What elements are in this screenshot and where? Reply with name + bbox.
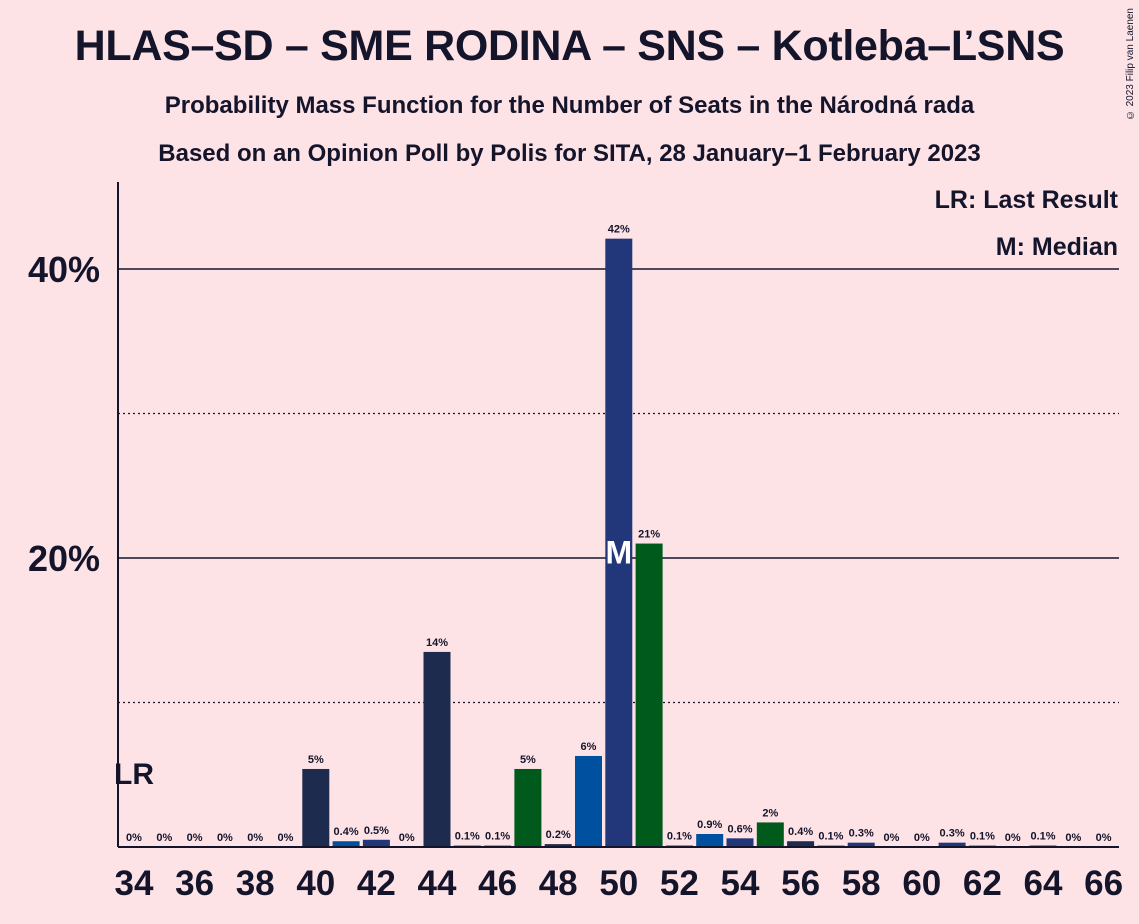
bar-value-label: 0% <box>156 832 172 844</box>
bar-seat-44 <box>423 651 451 847</box>
y-tick-label: 40% <box>28 249 100 290</box>
bar-value-label: 0% <box>914 832 930 844</box>
bar-value-label: 0% <box>399 832 415 844</box>
bar-seat-53 <box>696 833 724 847</box>
bar-seat-48 <box>544 844 572 847</box>
bar-value-label: 0.1% <box>667 831 692 843</box>
x-tick-label: 54 <box>721 864 760 903</box>
x-tick-label: 62 <box>963 864 1002 903</box>
chart-title: HLAS–SD – SME RODINA – SNS – Kotleba–ĽSN… <box>74 22 1065 70</box>
bar-seat-40 <box>302 768 330 847</box>
x-tick-label: 36 <box>175 864 214 903</box>
bar-seat-42 <box>362 839 390 847</box>
bar-value-label: 0% <box>884 832 900 844</box>
x-tick-label: 34 <box>115 864 154 903</box>
chart-subtitle: Probability Mass Function for the Number… <box>164 92 975 119</box>
bar-value-label: 5% <box>308 754 324 766</box>
x-tick-label: 58 <box>842 864 881 903</box>
bar-seat-54 <box>726 838 754 847</box>
x-tick-label: 60 <box>902 864 941 903</box>
bar-value-label: 0.9% <box>697 819 722 831</box>
bar-value-label: 0% <box>217 832 233 844</box>
bar-value-label: 0.4% <box>788 826 813 838</box>
bar-value-label: 0% <box>187 832 203 844</box>
bar-seat-51 <box>635 543 663 847</box>
x-tick-label: 52 <box>660 864 699 903</box>
x-tick-label: 66 <box>1084 864 1123 903</box>
median-marker: M <box>605 535 632 571</box>
bar-value-label: 0.2% <box>546 829 571 841</box>
bar-value-label: 0.4% <box>334 826 359 838</box>
bar-seat-56 <box>787 841 815 847</box>
x-tick-label: 40 <box>296 864 335 903</box>
bar-value-label: 14% <box>426 637 448 649</box>
bar-value-label: 0% <box>126 832 142 844</box>
bar-value-label: 0% <box>1005 832 1021 844</box>
bar-value-label: 0% <box>278 832 294 844</box>
bar-value-label: 42% <box>608 224 630 236</box>
bar-seat-61 <box>938 842 966 847</box>
bar-value-label: 0.3% <box>849 828 874 840</box>
bar-value-label: 2% <box>762 807 778 819</box>
legend-last-result: LR: Last Result <box>934 186 1118 215</box>
x-tick-label: 64 <box>1024 864 1063 903</box>
bar-value-label: 5% <box>520 754 536 766</box>
y-tick-label: 20% <box>28 538 100 579</box>
bar-seat-41 <box>332 841 360 847</box>
bar-seat-55 <box>756 822 784 847</box>
x-tick-label: 48 <box>539 864 578 903</box>
legend-median: M: Median <box>995 233 1118 262</box>
bar-value-label: 0.1% <box>1030 831 1055 843</box>
bar-value-label: 0% <box>247 832 263 844</box>
x-tick-label: 56 <box>781 864 820 903</box>
bar-value-label: 0.5% <box>364 825 389 837</box>
x-tick-label: 46 <box>478 864 517 903</box>
bar-value-label: 0.1% <box>455 831 480 843</box>
chart-source: Based on an Opinion Poll by Polis for SI… <box>158 140 981 167</box>
bar-value-label: 6% <box>581 741 597 753</box>
bar-value-label: 0.6% <box>727 823 752 835</box>
bar-value-label: 0% <box>1096 832 1112 844</box>
bar-seat-47 <box>514 768 542 847</box>
bar-value-label: 0.1% <box>485 831 510 843</box>
last-result-marker: LR <box>114 758 154 791</box>
bar-value-label: 0.1% <box>970 831 995 843</box>
bar-value-label: 0.1% <box>818 831 843 843</box>
bar-seat-49 <box>575 755 602 847</box>
bar-seat-50 <box>605 238 633 847</box>
bar-label-backdrop <box>602 220 635 235</box>
bar-seat-58 <box>847 842 875 847</box>
x-tick-label: 50 <box>599 864 638 903</box>
bar-value-label: 0% <box>1065 832 1081 844</box>
bar-value-label: 0.3% <box>940 828 965 840</box>
bar-value-label: 21% <box>638 529 660 541</box>
x-tick-label: 44 <box>418 864 457 903</box>
x-tick-label: 38 <box>236 864 275 903</box>
x-tick-label: 42 <box>357 864 396 903</box>
